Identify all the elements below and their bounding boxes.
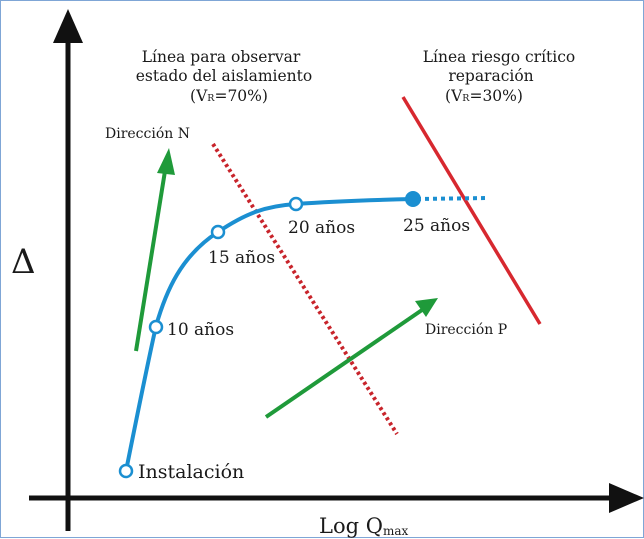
- critical-line-label: Línea riesgo crítico: [423, 48, 576, 66]
- point-instalacion: [118, 463, 134, 479]
- point-label-10-anos: 10 años: [167, 320, 234, 340]
- x-axis-arrowhead: [609, 483, 644, 513]
- direction-p-arrow: [264, 308, 424, 419]
- point-20-anos: [288, 196, 304, 212]
- y-axis-arrowhead: [53, 9, 83, 43]
- point-10-anos: [148, 319, 164, 335]
- point-label-20-anos: 20 años: [288, 218, 355, 238]
- critical-line-label-3: (VR=30%): [445, 87, 523, 105]
- y-axis-label: Δ: [11, 242, 36, 282]
- x-axis-label: Log Qmax: [319, 514, 408, 538]
- observation-line-label-2: estado del aislamiento: [136, 67, 312, 85]
- point-25-anos: [405, 191, 421, 207]
- critical-risk-line: [401, 96, 542, 325]
- observation-line-label-3: (VR=70%): [190, 87, 268, 105]
- point-label-15-anos: 15 años: [208, 248, 275, 268]
- observation-line-label: Línea para observar: [142, 48, 301, 66]
- direction-n-arrowhead: [157, 148, 175, 175]
- direction-n-arrow: [134, 170, 167, 352]
- point-label-25-anos: 25 años: [403, 216, 470, 236]
- direction-p-arrowhead: [415, 298, 438, 317]
- point-label-instalacion: Instalación: [138, 461, 244, 483]
- degradation-curve-extension: [416, 196, 490, 201]
- point-15-anos: [210, 224, 226, 240]
- critical-line-label-2: reparación: [448, 67, 533, 85]
- direction-n-label: Dirección N: [105, 126, 190, 142]
- direction-p-label: Dirección P: [425, 322, 507, 338]
